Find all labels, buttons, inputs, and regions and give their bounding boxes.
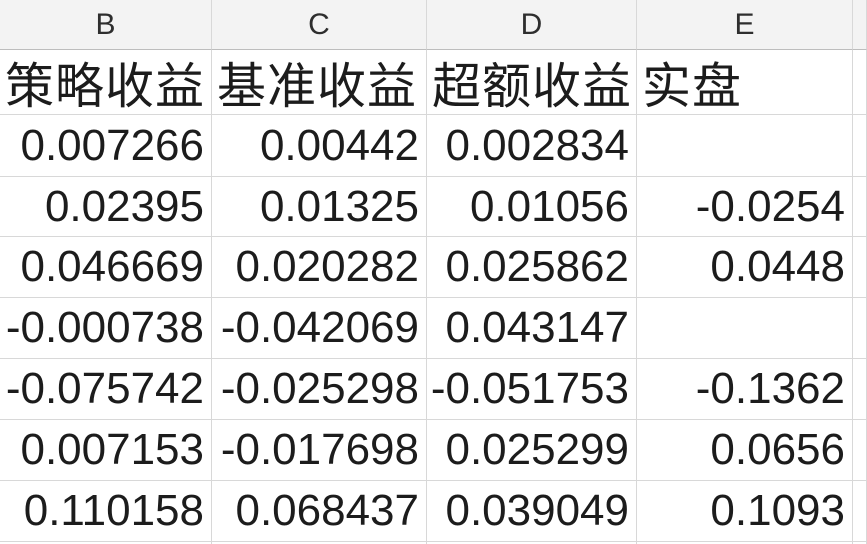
column-header-partial[interactable] xyxy=(853,0,867,50)
cell[interactable]: -0.1362 xyxy=(637,359,853,420)
field-header-benchmark-return[interactable]: 基准收益 xyxy=(212,50,427,115)
cell[interactable] xyxy=(637,115,853,177)
cell xyxy=(212,542,427,544)
cell[interactable]: 0.0448 xyxy=(637,237,853,298)
cell[interactable]: 0.01325 xyxy=(212,177,427,237)
column-header-d[interactable]: D xyxy=(427,0,637,50)
cell xyxy=(0,542,212,544)
cell[interactable]: 0.007153 xyxy=(0,420,212,481)
cell[interactable] xyxy=(637,298,853,359)
cell[interactable]: 0.01056 xyxy=(427,177,637,237)
cell[interactable]: 0.110158 xyxy=(0,481,212,542)
field-header-strategy-return[interactable]: 策略收益 xyxy=(0,50,212,115)
cell[interactable]: -0.075742 xyxy=(0,359,212,420)
cell[interactable]: 0.007266 xyxy=(0,115,212,177)
cell[interactable]: 0.068437 xyxy=(212,481,427,542)
field-header-live-trading[interactable]: 实盘 xyxy=(637,50,853,115)
cell[interactable] xyxy=(853,115,867,177)
cell[interactable]: 0.025299 xyxy=(427,420,637,481)
cell[interactable]: -0.042069 xyxy=(212,298,427,359)
cell[interactable] xyxy=(853,177,867,237)
cell[interactable] xyxy=(853,481,867,542)
cell[interactable]: 0.00442 xyxy=(212,115,427,177)
column-header-c[interactable]: C xyxy=(212,0,427,50)
cell[interactable]: -0.0254 xyxy=(637,177,853,237)
cell[interactable] xyxy=(853,420,867,481)
cell[interactable] xyxy=(853,237,867,298)
column-header-e[interactable]: E xyxy=(637,0,853,50)
cell[interactable]: 0.046669 xyxy=(0,237,212,298)
cell[interactable]: 0.043147 xyxy=(427,298,637,359)
cell[interactable] xyxy=(853,298,867,359)
cell[interactable]: 0.02395 xyxy=(0,177,212,237)
cell[interactable]: 0.002834 xyxy=(427,115,637,177)
cell[interactable]: -0.017698 xyxy=(212,420,427,481)
cell[interactable]: -0.000738 xyxy=(0,298,212,359)
cell[interactable]: 0.025862 xyxy=(427,237,637,298)
cell[interactable] xyxy=(853,359,867,420)
cell[interactable]: -0.025298 xyxy=(212,359,427,420)
cell xyxy=(637,542,853,544)
cell[interactable]: 0.0656 xyxy=(637,420,853,481)
cell[interactable]: -0.051753 xyxy=(427,359,637,420)
cell[interactable] xyxy=(853,50,867,115)
cell[interactable]: 0.020282 xyxy=(212,237,427,298)
cell xyxy=(427,542,637,544)
column-header-b[interactable]: B xyxy=(0,0,212,50)
cell[interactable]: 0.039049 xyxy=(427,481,637,542)
field-header-excess-return[interactable]: 超额收益 xyxy=(427,50,637,115)
cell[interactable]: 0.1093 xyxy=(637,481,853,542)
